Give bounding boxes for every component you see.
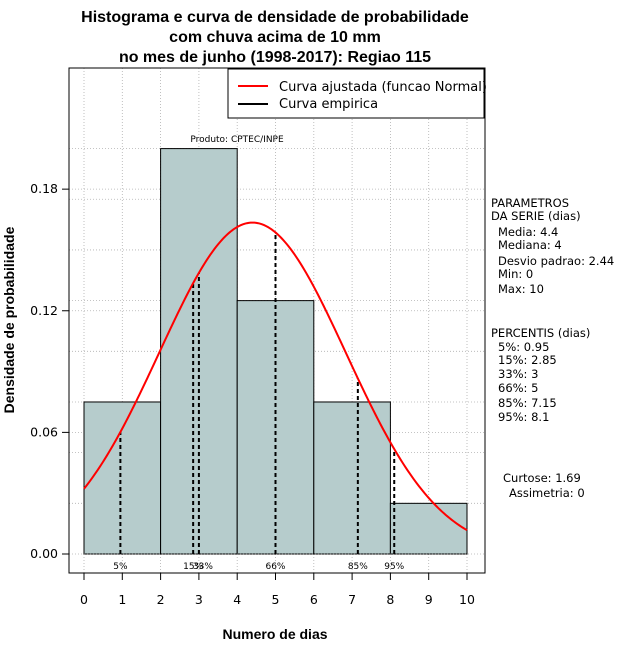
param-media: Media: 4.4 — [498, 225, 558, 239]
x-tick-label: 2 — [157, 592, 165, 607]
x-tick-label: 8 — [386, 592, 394, 607]
percentile-label: 33% — [193, 562, 213, 572]
histogram-bar — [313, 401, 391, 555]
side-panel: PARAMETROS DA SERIE (dias) Media: 4.4 Me… — [491, 196, 614, 500]
percentile-label: 95% — [384, 562, 404, 572]
percentil-95: 95%: 8.1 — [498, 410, 549, 424]
percentil-33: 33%: 3 — [498, 367, 538, 381]
chart-title-line-1: Histograma e curva de densidade de proba… — [81, 9, 469, 26]
curtose-text: Curtose: 1.69 — [503, 471, 581, 485]
x-tick-label: 5 — [272, 592, 280, 607]
legend-fitted-label: Curva ajustada (funcao Normal) — [279, 80, 487, 95]
chart-title-line-2: com chuva acima de 10 mm — [169, 29, 381, 46]
histogram-bar — [389, 502, 468, 555]
curve-layer — [83, 221, 468, 532]
y-tick-label: 0.06 — [30, 424, 58, 439]
legend-box — [227, 68, 485, 119]
percentile-label: 15% — [183, 562, 203, 572]
histogram-bar — [83, 401, 162, 555]
product-label: Produto: CPTEC/INPE — [190, 135, 284, 145]
x-tick-label: 3 — [195, 592, 203, 607]
percentis-title: PERCENTIS (dias) — [491, 326, 590, 340]
percentil-85: 85%: 7.15 — [498, 396, 557, 410]
histogram-bar — [160, 148, 238, 555]
legend: Curva ajustada (funcao Normal) Curva emp… — [227, 68, 487, 119]
percentil-66: 66%: 5 — [498, 381, 538, 395]
param-max: Max: 10 — [498, 282, 544, 296]
x-tick-label: 4 — [233, 592, 241, 607]
param-mediana: Mediana: 4 — [498, 238, 562, 252]
percentile-label: 85% — [348, 562, 368, 572]
param-min: Min: 0 — [498, 267, 533, 281]
params-title-1: PARAMETROS — [491, 196, 569, 210]
assimetria-text: Assimetria: 0 — [509, 486, 585, 500]
fitted-normal-curve — [83, 221, 468, 532]
percentile-label: 66% — [265, 562, 285, 572]
params-title-2: DA SERIE (dias) — [491, 209, 581, 223]
chart-title-line-3: no mes de junho (1998-2017): Regiao 115 — [119, 49, 431, 66]
x-tick-label: 7 — [348, 592, 356, 607]
y-tick-label: 0.12 — [30, 303, 58, 318]
y-tick-label: 0.00 — [30, 546, 58, 561]
x-axis-label: Numero de dias — [222, 626, 327, 642]
y-tick-label: 0.18 — [30, 181, 58, 196]
legend-empirical-label: Curva empirica — [279, 97, 378, 112]
x-tick-label: 0 — [80, 592, 88, 607]
percentil-5: 5%: 0.95 — [498, 340, 549, 354]
x-tick-label: 9 — [425, 592, 433, 607]
x-tick-label: 6 — [310, 592, 318, 607]
y-axis-label: Densidade de probabilidade — [1, 226, 17, 413]
x-tick-label: 10 — [459, 592, 475, 607]
percentile-label: 5% — [113, 562, 128, 572]
axis-layer: 0 1 2 3 4 5 6 7 8 9 10 0.00 0.06 0.12 0.18 — [30, 181, 475, 607]
param-desvio: Desvio padrao: 2.44 — [498, 254, 614, 268]
x-tick-label: 1 — [118, 592, 126, 607]
percentil-15: 15%: 2.85 — [498, 353, 557, 367]
percentile-layer: 5% 15%33% 66% 85% 95% — [113, 232, 405, 572]
